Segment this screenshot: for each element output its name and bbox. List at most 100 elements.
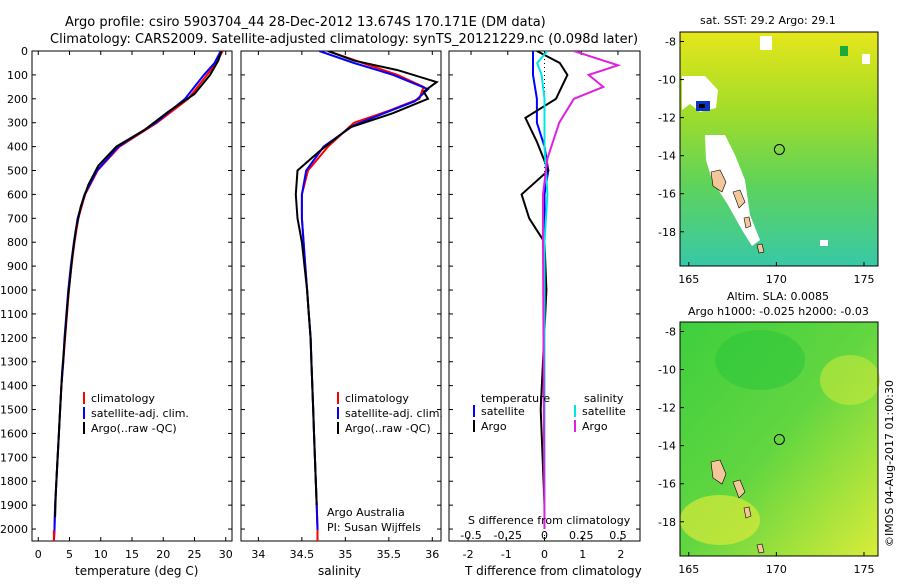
cloud-mask xyxy=(820,240,828,246)
title-line-1: Argo profile: csiro 5903704_44 28-Dec-20… xyxy=(65,15,546,30)
lat-tick-label: -14 xyxy=(658,440,676,453)
depth-tick-label: 0 xyxy=(21,45,28,58)
series-line-argo-raw-qc- xyxy=(294,51,439,506)
x-tick-label: 35 xyxy=(338,548,352,561)
island xyxy=(710,459,727,485)
float-position-marker xyxy=(773,433,785,445)
lat-tick-label: -12 xyxy=(658,112,676,125)
x-tick-label: -2 xyxy=(463,548,474,561)
legend-s-argo: Argo xyxy=(582,420,608,433)
depth-tick-label: 1000 xyxy=(0,284,28,297)
lon-tick-label: 175 xyxy=(853,563,874,576)
lon-tick-label: 175 xyxy=(853,273,874,286)
legend-argo: Argo(..raw -QC) xyxy=(91,422,177,435)
island xyxy=(732,479,746,499)
x2-tick-label: -0.25 xyxy=(494,529,522,542)
x-tick-label: 36 xyxy=(425,548,439,561)
depth-tick-label: 1300 xyxy=(0,356,28,369)
x-tick-label: 34 xyxy=(251,548,265,561)
institution-note: Argo Australia xyxy=(327,506,405,519)
lat-tick-label: -14 xyxy=(658,150,676,163)
legend-t-argo: Argo xyxy=(481,420,507,433)
difference-legend: temperature salinity satellite Argo sate… xyxy=(473,392,626,433)
sla-map-title-2: Argo h1000: -0.025 h2000: -0.03 xyxy=(688,305,869,318)
cold-core xyxy=(699,104,705,108)
x-tick-label: 10 xyxy=(94,548,108,561)
salinity-xlabel: salinity xyxy=(318,564,361,578)
lat-tick-label: -10 xyxy=(658,74,676,87)
depth-tick-label: 700 xyxy=(7,212,28,225)
legend-satellite: satellite-adj. clim. xyxy=(91,407,189,420)
x-tick-label: 15 xyxy=(125,548,139,561)
x-tick-label: 30 xyxy=(219,548,233,561)
warm-patch xyxy=(840,46,848,56)
x2-tick-label: 0.5 xyxy=(609,529,627,542)
island xyxy=(710,169,727,193)
legend-salinity-head: salinity xyxy=(584,392,624,405)
sla-high xyxy=(680,495,760,545)
depth-tick-label: 1200 xyxy=(0,332,28,345)
pi-note: PI: Susan Wijffels xyxy=(327,521,421,534)
x-tick-label: 1 xyxy=(579,548,586,561)
sla-axes: -8 -10 -12 -14 -16 -18 165 170 175 xyxy=(658,326,874,576)
depth-tick-label: 2000 xyxy=(0,523,28,536)
x-tick-label: 0 xyxy=(541,548,548,561)
x2-tick-label: 0.25 xyxy=(569,529,594,542)
sla-map-title-1: Altim. SLA: 0.0085 xyxy=(727,290,829,303)
series-line-climatology xyxy=(52,51,224,541)
legend-s-satellite: satellite xyxy=(582,405,626,418)
island xyxy=(756,243,765,254)
series-line-argo-raw-qc- xyxy=(54,51,223,518)
depth-tick-label: 100 xyxy=(7,69,28,82)
series-line-salinity-argo xyxy=(542,51,622,530)
lat-tick-label: -16 xyxy=(658,478,676,491)
x-tick-label: 20 xyxy=(156,548,170,561)
depth-tick-label: 1800 xyxy=(0,475,28,488)
difference-top-label: S difference from climatology xyxy=(468,514,631,527)
lon-tick-label: 165 xyxy=(678,563,699,576)
x-tick-label: 0 xyxy=(35,548,42,561)
legend-temperature-head: temperature xyxy=(481,392,550,405)
depth-tick-label: 400 xyxy=(7,141,28,154)
lat-tick-label: -8 xyxy=(665,326,676,339)
temperature-x-axis: 0 5 10 15 20 25 30 xyxy=(35,51,233,561)
depth-tick-label: 1700 xyxy=(0,451,28,464)
sla-frame xyxy=(679,321,879,557)
salinity-plot xyxy=(294,51,439,541)
cloud-mask xyxy=(862,54,870,64)
x-tick-label: 5 xyxy=(66,548,73,561)
title-line-2: Climatology: CARS2009. Satellite-adjuste… xyxy=(50,32,638,47)
depth-tick-label: 600 xyxy=(7,188,28,201)
lat-tick-label: -16 xyxy=(658,188,676,201)
island xyxy=(732,189,746,209)
depth-tick-label: 300 xyxy=(7,117,28,130)
x-tick-label: 2 xyxy=(617,548,624,561)
depth-tick-label: 1600 xyxy=(0,427,28,440)
difference-plot xyxy=(520,51,622,541)
x-tick-label: 34.5 xyxy=(290,548,315,561)
lat-tick-label: -8 xyxy=(665,36,676,49)
depth-tick-label: 200 xyxy=(7,93,28,106)
salinity-axes xyxy=(240,50,442,542)
lon-tick-label: 165 xyxy=(678,273,699,286)
legend-climatology: climatology xyxy=(91,392,155,405)
sla-low xyxy=(715,330,805,390)
series-line-satellite-adj-clim- xyxy=(300,51,430,541)
temperature-legend: climatology satellite-adj. clim. Argo(..… xyxy=(83,392,189,435)
temperature-xlabel: temperature (deg C) xyxy=(75,564,198,578)
legend-satellite: satellite-adj. clim. xyxy=(345,407,443,420)
series-line-climatology xyxy=(300,51,425,541)
legend-t-satellite: satellite xyxy=(481,405,525,418)
lat-tick-label: -12 xyxy=(658,402,676,415)
sla-map xyxy=(679,321,880,557)
cloud-mask xyxy=(760,36,772,50)
lat-tick-label: -18 xyxy=(658,226,676,239)
lon-tick-label: 170 xyxy=(766,563,787,576)
difference-xlabel: T difference from climatology xyxy=(464,564,642,578)
x-tick-label: -1 xyxy=(501,548,512,561)
lat-tick-label: -10 xyxy=(658,364,676,377)
x-tick-label: 35.5 xyxy=(377,548,402,561)
depth-tick-label: 1100 xyxy=(0,308,28,321)
depth-tick-label: 800 xyxy=(7,236,28,249)
